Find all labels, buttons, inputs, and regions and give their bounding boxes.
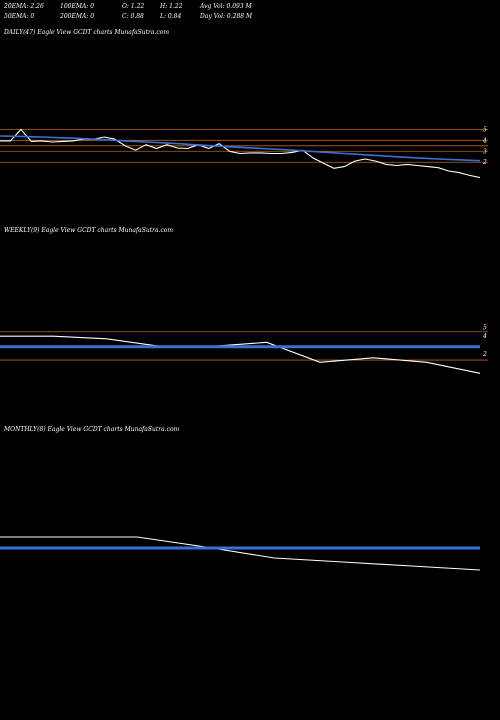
daily-y-tick-label: 2 — [482, 159, 487, 166]
weekly-y-tick-label: 2 — [482, 351, 487, 358]
daily-y-tick-label: 4 — [482, 137, 487, 144]
daily-ema-line — [0, 135, 481, 162]
header-high: H: 1.22 — [160, 3, 183, 10]
header-100ema: 100EMA: 0 — [60, 3, 95, 10]
daily-price-line — [0, 128, 481, 179]
header-50ema: 50EMA: 0 — [4, 13, 35, 20]
monthly-panel-title: MONTHLY(8) Eagle View GCDT charts Munafa… — [4, 426, 180, 433]
header-20ema: 20EMA: 2.26 — [4, 3, 44, 10]
daily-panel-title: DAILY(47) Eagle View GCDT charts MunafaS… — [4, 29, 170, 36]
weekly-y-tick-label: 4 — [482, 333, 487, 340]
weekly-y-tick-label: 5 — [483, 324, 487, 331]
header-200ema: 200EMA: 0 — [60, 13, 95, 20]
daily-y-tick-label: 3 — [483, 148, 487, 155]
weekly-price-line — [0, 335, 481, 374]
header-day-vol: Day Vol: 0.288 M — [200, 13, 253, 20]
daily-y-tick-label: 5 — [483, 126, 487, 133]
weekly-panel-title: WEEKLY(9) Eagle View GCDT charts MunafaS… — [4, 227, 174, 234]
monthly-price-line — [0, 536, 481, 571]
header-open: O: 1.22 — [122, 3, 145, 10]
header-avg-vol: Avg Vol: 0.093 M — [200, 3, 252, 10]
header-low: L: 0.84 — [160, 13, 182, 20]
header-close: C: 0.88 — [122, 13, 144, 20]
